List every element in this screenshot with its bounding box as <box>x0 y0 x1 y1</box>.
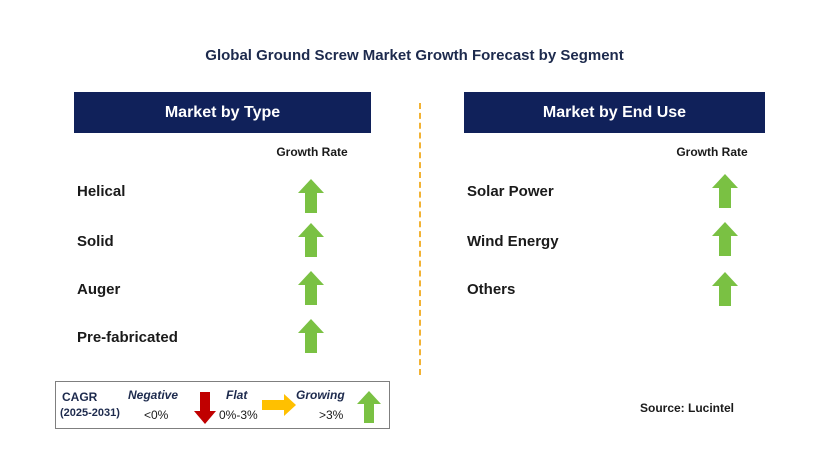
negative-arrow-icon <box>194 392 216 424</box>
row-label-helical: Helical <box>77 183 126 200</box>
legend-negative-range: <0% <box>144 408 169 422</box>
legend-growing-label: Growing <box>296 388 345 402</box>
growing-arrow-icon <box>357 391 381 423</box>
legend-negative-label: Negative <box>128 388 179 402</box>
growth-rate-label-end-use: Growth Rate <box>676 145 748 159</box>
panel-header-type: Market by Type <box>74 92 371 133</box>
panel-header-end-use: Market by End Use <box>464 92 765 133</box>
row-label-solar-power: Solar Power <box>467 183 554 200</box>
growth-rate-label-type: Growth Rate <box>276 145 348 159</box>
growing-arrow-icon <box>298 179 324 213</box>
flat-arrow-icon <box>262 394 296 416</box>
legend-cagr-label: CAGR <box>62 390 98 404</box>
legend-period: (2025-2031) <box>60 407 120 419</box>
row-label-wind-energy: Wind Energy <box>467 233 559 250</box>
growing-arrow-icon <box>712 272 738 306</box>
legend-growing-range: >3% <box>319 408 344 422</box>
growing-arrow-icon <box>712 222 738 256</box>
legend-flat-range: 0%-3% <box>219 408 258 422</box>
row-label-others: Others <box>467 281 516 298</box>
row-label-solid: Solid <box>77 233 114 250</box>
growing-arrow-icon <box>298 271 324 305</box>
growing-arrow-icon <box>298 319 324 353</box>
growing-arrow-icon <box>712 174 738 208</box>
legend-flat-label: Flat <box>226 388 248 402</box>
growing-arrow-icon <box>298 223 324 257</box>
page-title: Global Ground Screw Market Growth Foreca… <box>205 47 624 64</box>
panel-divider <box>419 103 421 375</box>
row-label-auger: Auger <box>77 281 121 298</box>
source-credit: Source: Lucintel <box>640 401 735 415</box>
cagr-legend: CAGR (2025-2031) Negative <0% Flat 0%-3%… <box>55 381 390 429</box>
row-label-prefabricated: Pre-fabricated <box>77 329 178 346</box>
